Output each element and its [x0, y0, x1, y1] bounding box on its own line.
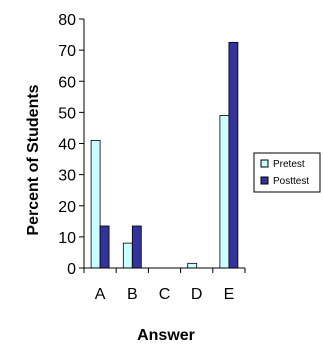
y-tick-label: 60 — [58, 74, 76, 91]
legend-label-pretest: Pretest — [273, 159, 305, 170]
legend-swatch-posttest — [260, 176, 269, 185]
legend-box — [253, 152, 321, 193]
y-tick-label: 70 — [58, 43, 76, 60]
bar-pretest-e — [219, 115, 230, 269]
legend-label-posttest: Posttest — [273, 176, 309, 187]
bar-posttest-b — [131, 225, 142, 269]
x-tick-label-a: A — [95, 286, 106, 303]
bar-pretest-b — [122, 242, 133, 269]
y-tick-label: 20 — [58, 199, 76, 216]
legend: Pretest Posttest — [253, 152, 321, 193]
y-tick-label: 50 — [58, 105, 76, 122]
y-tick-label: 80 — [58, 12, 76, 29]
legend-swatch-pretest — [260, 159, 269, 168]
y-tick-label: 40 — [58, 137, 76, 154]
y-tick-label: 0 — [67, 261, 76, 278]
bar-posttest-a — [99, 225, 110, 269]
bar-pretest-a — [90, 139, 101, 269]
x-tick-label-b: B — [127, 286, 138, 303]
y-tick-label: 30 — [58, 168, 76, 185]
x-tick-label-c: C — [159, 286, 171, 303]
bar-pretest-d — [187, 262, 198, 269]
x-axis-ticks: A B C D E — [83, 268, 246, 303]
bar-posttest-e — [228, 41, 239, 269]
y-axis-ticks: 0 10 20 30 40 50 60 70 80 — [58, 12, 84, 278]
y-axis-title: Percent of Students — [25, 84, 42, 235]
bars-group — [90, 41, 239, 269]
x-axis-title: Answer — [137, 327, 195, 344]
x-tick-label-e: E — [224, 286, 235, 303]
x-tick-label-d: D — [191, 286, 203, 303]
y-tick-label: 10 — [58, 230, 76, 247]
